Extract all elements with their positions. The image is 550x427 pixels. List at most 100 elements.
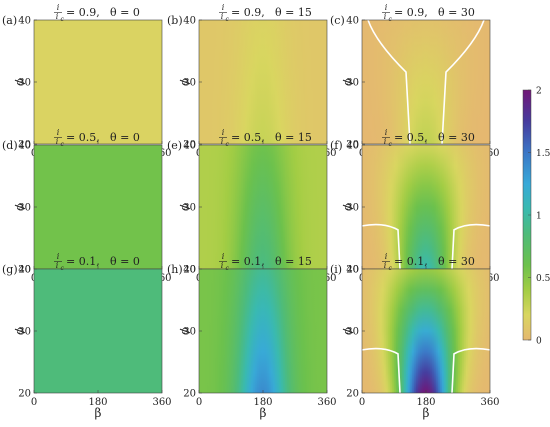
panel-title: ii c= 0.9, θ = 15 (219, 3, 312, 23)
ratio-subscript: c (389, 265, 393, 272)
x-tick-label: 180 (88, 397, 107, 408)
y-tick-label: 30 (183, 78, 196, 89)
theta-value: θ = 30 (438, 255, 475, 268)
y-tick-label: 30 (18, 203, 31, 214)
theta-value: θ = 15 (275, 131, 312, 144)
y-axis-label: ϕ (177, 325, 192, 337)
y-tick-label: 40 (346, 16, 359, 27)
y-tick-label: 20 (183, 265, 196, 276)
ratio-numerator: i (57, 128, 60, 137)
ratio-subscript: c (389, 16, 393, 23)
contour-right (451, 223, 490, 269)
panel-title: ii c= 0.9, θ = 30 (382, 3, 475, 23)
ratio-value: = 0.9, (231, 6, 265, 19)
heatmap-field (362, 145, 490, 269)
theta-value: θ = 15 (275, 6, 312, 19)
ratio-numerator: i (385, 252, 388, 261)
panel-title: ii c= 0.1, θ = 30 (382, 252, 475, 272)
colorbar-tick-label: 1 (536, 212, 542, 222)
theta-value: θ = 0 (110, 131, 140, 144)
ratio-numerator: i (57, 3, 60, 12)
y-axis-label: ϕ (340, 76, 355, 88)
ratio-value: = 0.5, (231, 131, 265, 144)
ratio-value: = 0.9, (394, 6, 428, 19)
contour-left (362, 347, 401, 393)
heatmap-field (199, 20, 327, 144)
heatmap-field (34, 269, 162, 393)
ratio-denominator: i (384, 137, 387, 146)
panel-letter: (b) (167, 14, 183, 27)
panel-title: ii c= 0.1, θ = 0 (54, 252, 140, 272)
y-tick-label: 30 (183, 203, 196, 214)
x-axis-label: β (423, 406, 430, 420)
x-tick-label: 0 (359, 397, 365, 408)
ratio-value: = 0.5, (66, 131, 100, 144)
panel-title: ii c= 0.5, θ = 30 (382, 128, 475, 148)
colorbar-tick-label: 1.5 (536, 149, 550, 159)
ratio-numerator: i (222, 252, 225, 261)
ratio-subscript: c (226, 265, 230, 272)
ratio-numerator: i (222, 3, 225, 12)
y-tick-label: 30 (346, 78, 359, 89)
y-axis-label: ϕ (340, 325, 355, 337)
y-tick-label: 20 (183, 140, 196, 151)
panel-letter: (h) (167, 263, 183, 276)
colorbar-tick-label: 2 (536, 87, 542, 97)
heatmap-field (199, 145, 327, 269)
panel-letter: (c) (330, 14, 345, 27)
x-tick-label: 0 (196, 397, 202, 408)
y-tick-label: 30 (18, 327, 31, 338)
y-tick-label: 40 (183, 16, 196, 27)
ratio-subscript: c (389, 141, 393, 148)
x-axis-label: β (260, 406, 267, 420)
heatmap-field (362, 269, 490, 393)
heatmap-field (34, 145, 162, 269)
theta-value: θ = 0 (110, 255, 140, 268)
ratio-value: = 0.1, (66, 255, 100, 268)
colorbar: 0 0.5 1 1.5 2 (522, 87, 550, 347)
panel-letter: (e) (167, 139, 182, 152)
y-tick-label: 40 (183, 265, 196, 276)
panel-g: 0 180 360 20 30 40 β ϕ (g) ii c= 0.1, θ = 0 (2, 252, 172, 420)
contour-left (367, 20, 411, 144)
ratio-denominator: i (221, 137, 224, 146)
theta-value: θ = 30 (438, 131, 475, 144)
contour-right (441, 20, 485, 144)
ratio-subscript: c (226, 141, 230, 148)
theta-value: θ = 15 (275, 255, 312, 268)
y-axis-label: ϕ (177, 76, 192, 88)
ratio-value: = 0.9, (66, 6, 100, 19)
x-tick-label: 180 (253, 397, 272, 408)
ratio-subscript: c (226, 16, 230, 23)
x-tick-label: 180 (416, 397, 435, 408)
panel-title: ii c= 0.1, θ = 15 (219, 252, 312, 272)
ratio-denominator: i (56, 137, 59, 146)
heatmap-field (199, 269, 327, 393)
y-tick-label: 40 (346, 265, 359, 276)
y-tick-label: 40 (183, 141, 196, 152)
theta-value: θ = 0 (110, 6, 140, 19)
y-axis-label: ϕ (340, 201, 355, 213)
ratio-value: = 0.1, (231, 255, 265, 268)
y-axis-label: ϕ (12, 201, 27, 213)
ratio-subscript: c (61, 265, 65, 272)
x-axis-label: β (95, 406, 102, 420)
ratio-denominator: i (221, 261, 224, 270)
y-tick-label: 20 (183, 389, 196, 400)
ratio-numerator: i (57, 252, 60, 261)
ratio-numerator: i (385, 3, 388, 12)
panel-title: ii c= 0.9, θ = 0 (54, 3, 140, 23)
ratio-value: = 0.1, (394, 255, 428, 268)
y-tick-label: 30 (346, 203, 359, 214)
theta-value: θ = 30 (438, 6, 475, 19)
y-tick-label: 40 (18, 16, 31, 27)
ratio-value: = 0.5, (394, 131, 428, 144)
y-tick-label: 40 (18, 265, 31, 276)
x-tick-label: 360 (152, 397, 171, 408)
